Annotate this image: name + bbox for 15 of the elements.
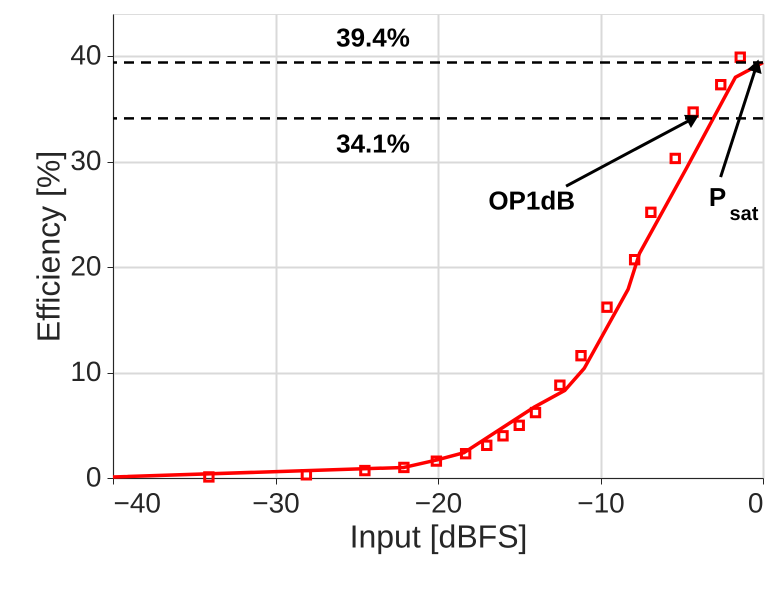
x-tick-label: −10	[577, 488, 625, 518]
y-tick-label: 20	[70, 250, 102, 282]
y-tick-label: 10	[70, 356, 102, 388]
annotation: OP1dB	[488, 185, 575, 216]
x-tick-label: −20	[414, 488, 462, 518]
y-axis-title: Efficiency [%]	[30, 150, 66, 342]
ref-line-label: 34.1%	[336, 128, 410, 158]
y-tick-label: 30	[70, 145, 102, 176]
y-tick-label: 40	[70, 40, 102, 71]
x-tick-label: −40	[114, 488, 161, 518]
x-tick-label: −30	[252, 488, 300, 518]
x-tick-label: 0	[748, 488, 764, 518]
y-tick-label: 0	[86, 462, 102, 492]
ref-line-label: 39.4%	[336, 22, 410, 53]
x-axis-title: Input [dBFS]	[350, 518, 528, 554]
